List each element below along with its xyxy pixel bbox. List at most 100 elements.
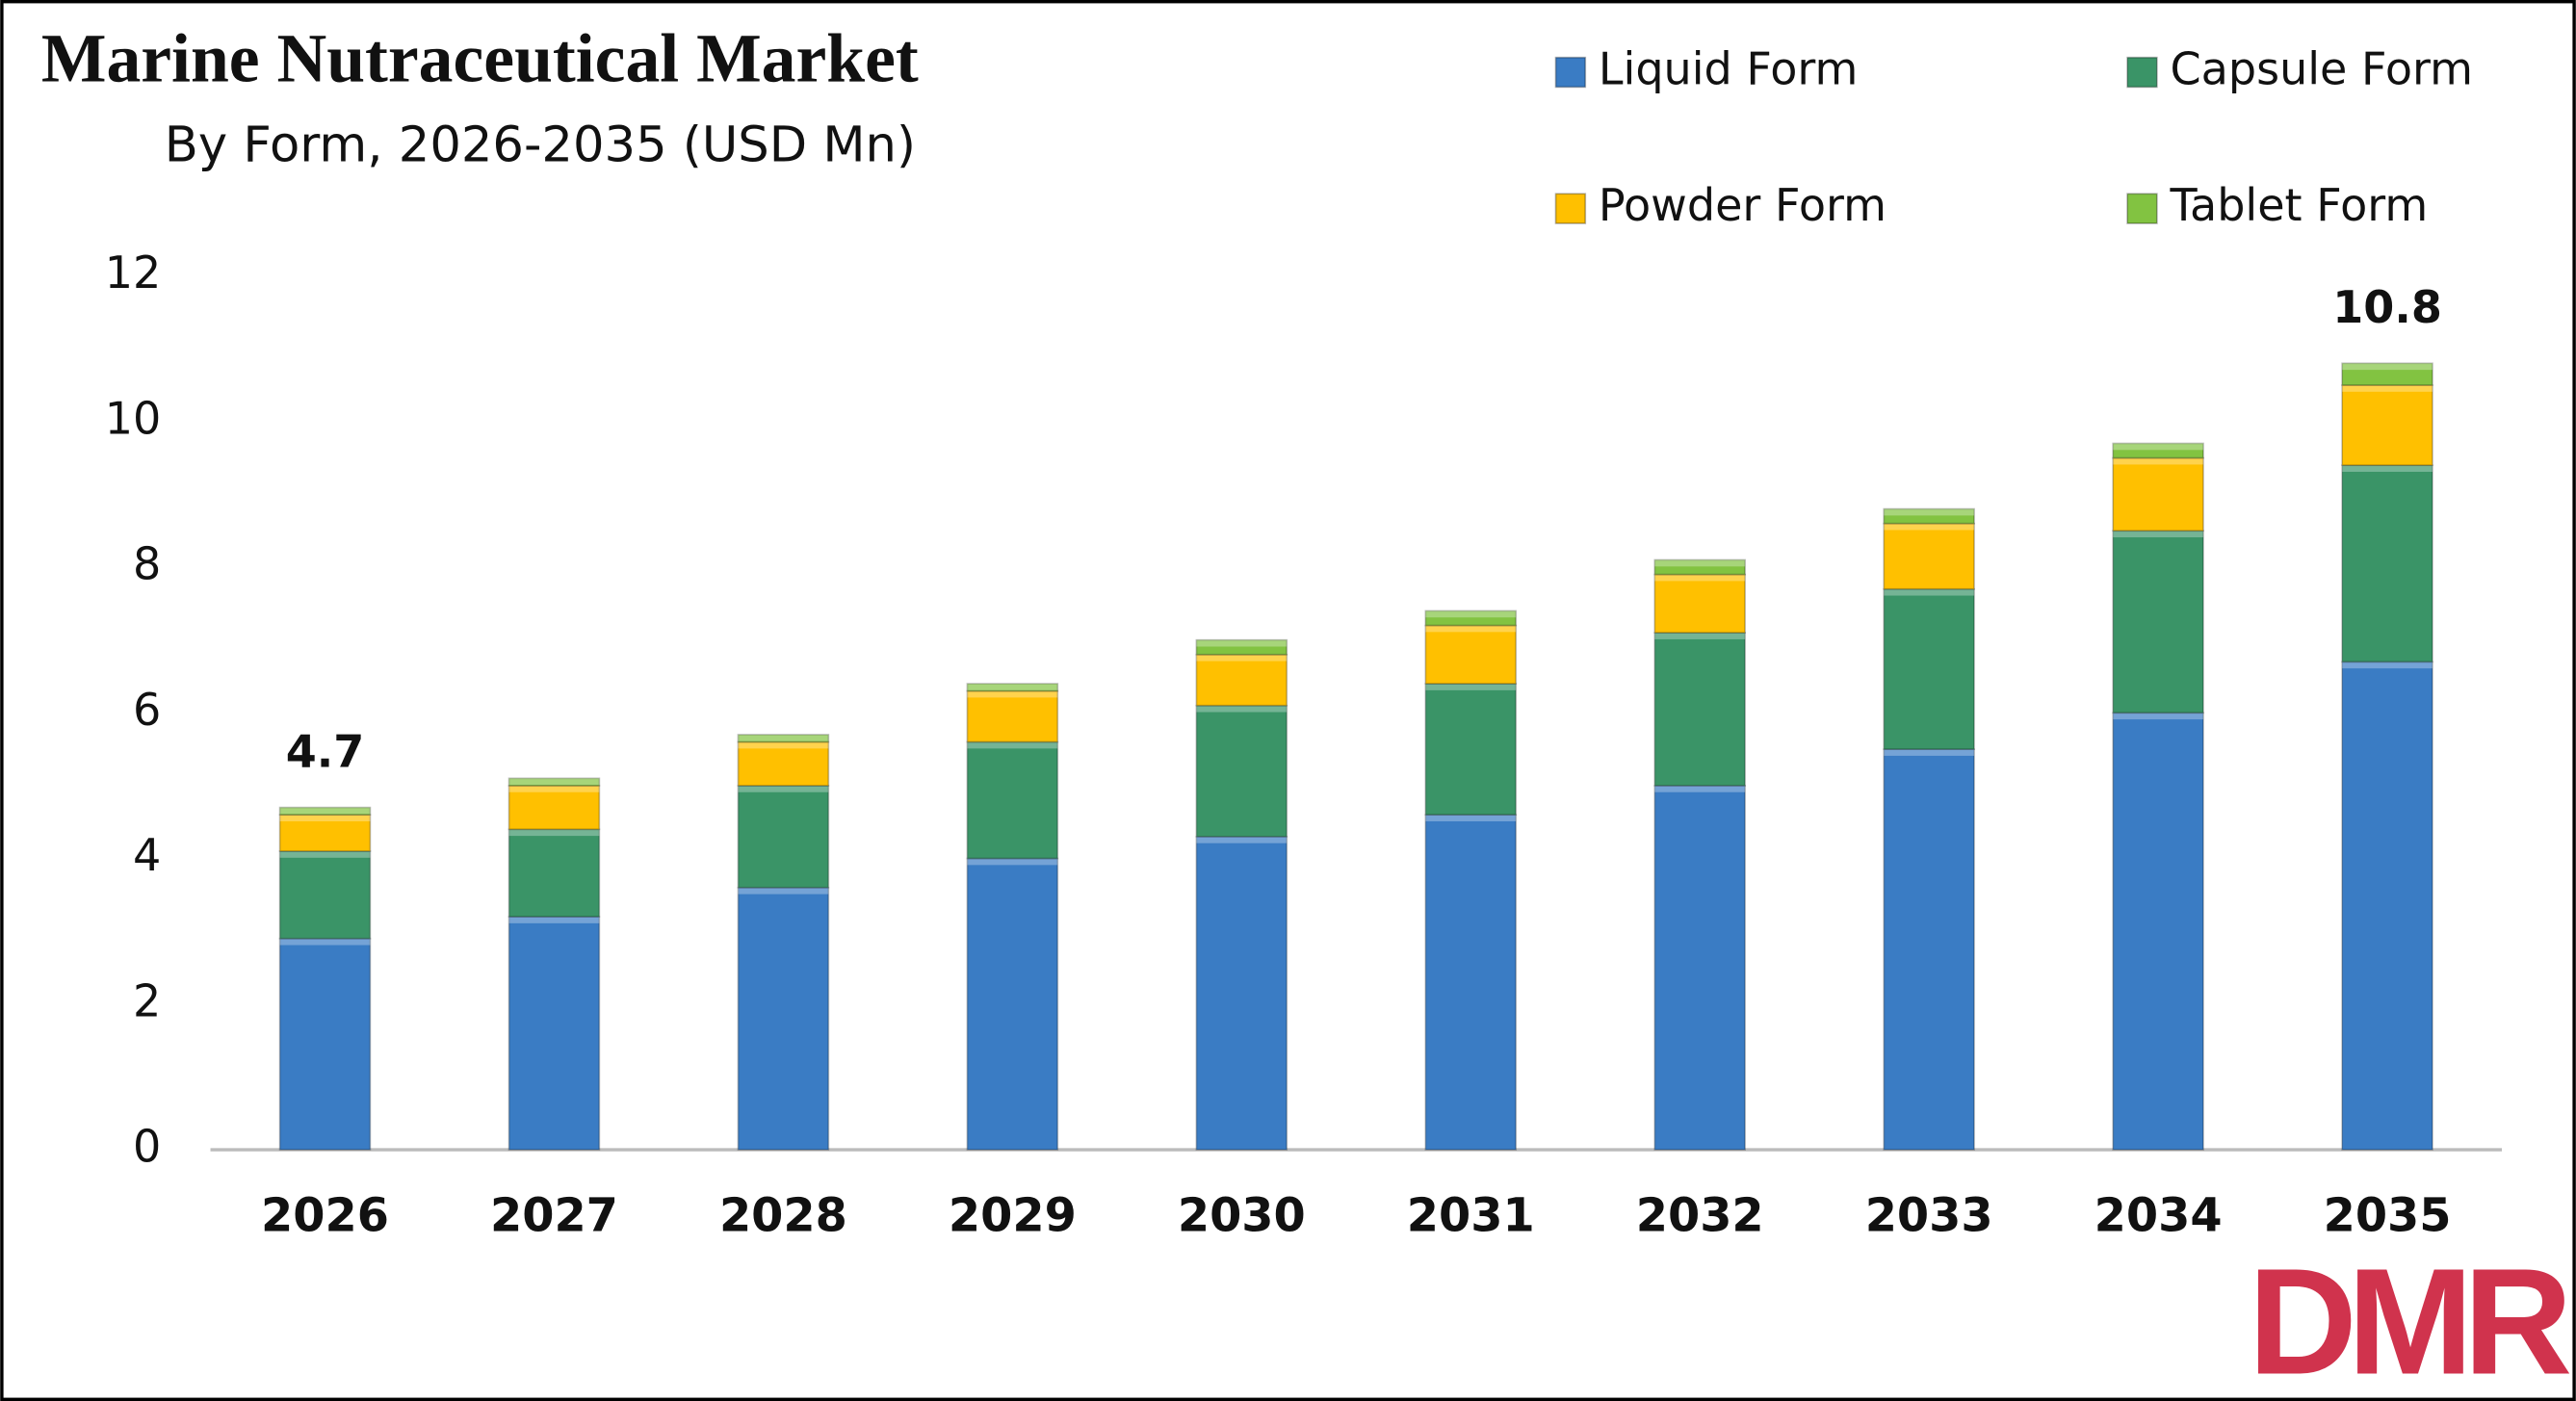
bar-highlight <box>279 938 371 946</box>
bar-highlight <box>738 785 829 792</box>
bar-segment <box>1653 785 1746 1151</box>
bar-segment <box>966 689 1059 743</box>
bar-segment <box>1883 522 1975 590</box>
bar-highlight <box>967 741 1058 749</box>
bar-highlight <box>1884 588 1975 596</box>
bar-segment <box>1195 704 1288 838</box>
bar-segment <box>737 886 830 1151</box>
bar-segment <box>1653 558 1746 576</box>
bar-highlight <box>738 734 829 741</box>
bar-segment <box>1883 507 1975 525</box>
bar-highlight <box>967 690 1058 698</box>
bar-highlight <box>1884 523 1975 531</box>
bar-segment <box>507 777 601 787</box>
bar-highlight <box>508 917 600 923</box>
x-tick-label: 2029 <box>949 1190 1077 1243</box>
bar-highlight <box>1425 815 1517 821</box>
bar-highlight <box>279 850 371 858</box>
bar-segment <box>737 734 830 743</box>
bar-segment <box>1424 624 1518 685</box>
bar-segment <box>966 857 1059 1151</box>
y-tick-label: 0 <box>133 1121 161 1173</box>
x-tick-label: 2027 <box>490 1190 618 1243</box>
bar-highlight <box>1196 639 1288 647</box>
bar-segment <box>1195 653 1288 707</box>
bar-highlight <box>279 815 371 821</box>
bar-highlight <box>508 785 600 792</box>
legend-label: Powder Form <box>1599 179 1886 231</box>
x-tick-label: 2032 <box>1636 1190 1764 1243</box>
bar-segment <box>1424 814 1518 1151</box>
y-tick-label: 6 <box>133 684 161 736</box>
legend-swatch <box>2126 193 2158 224</box>
x-tick-label: 2026 <box>261 1190 389 1243</box>
bar-highlight <box>1654 574 1746 582</box>
bar-segment <box>2341 362 2433 386</box>
bar-segment <box>1424 683 1518 817</box>
bar-highlight <box>1884 508 1975 516</box>
y-tick-label: 8 <box>133 538 161 590</box>
bar-segment <box>2112 456 2204 532</box>
bar-highlight <box>2342 465 2433 473</box>
bar-segment <box>1883 748 1975 1151</box>
bar-segment <box>278 937 372 1151</box>
bar-highlight <box>1196 705 1288 713</box>
bar-segment <box>737 740 830 787</box>
logo: DMR <box>2249 1238 2571 1401</box>
bar-highlight <box>1425 625 1517 633</box>
legend-label: Capsule Form <box>2170 43 2473 95</box>
bar-highlight <box>1196 836 1288 843</box>
bar-highlight <box>1884 749 1975 756</box>
legend-swatch <box>1554 56 1587 89</box>
y-tick-label: 12 <box>105 246 162 298</box>
bar-segment <box>1653 632 1746 787</box>
bar-segment <box>278 850 372 940</box>
chart-title: Marine Nutraceutical Market <box>41 21 919 97</box>
bar-highlight <box>1654 785 1746 792</box>
bar-highlight <box>2342 384 2433 392</box>
bar-segment <box>2112 530 2204 714</box>
bar-highlight <box>508 778 600 786</box>
bar-segment <box>1424 610 1518 627</box>
bar-segment <box>278 806 372 817</box>
x-tick-label: 2035 <box>2324 1190 2452 1243</box>
x-tick-label: 2028 <box>719 1190 847 1243</box>
bar-highlight <box>1425 610 1517 618</box>
x-tick-label: 2030 <box>1178 1190 1306 1243</box>
bar-highlight <box>2113 443 2204 451</box>
bar-segment <box>2112 712 2204 1151</box>
bar-highlight <box>2113 713 2204 720</box>
y-tick-label: 2 <box>133 974 161 1026</box>
bar-highlight <box>738 887 829 895</box>
data-label: 4.7 <box>286 726 365 778</box>
bar-highlight <box>2342 363 2433 371</box>
bar-highlight <box>2113 531 2204 538</box>
bar-highlight <box>738 741 829 749</box>
bar-segment <box>1195 638 1288 656</box>
bar-highlight <box>1196 654 1288 662</box>
bar-highlight <box>1654 633 1746 639</box>
x-tick-label: 2034 <box>2095 1190 2223 1243</box>
legend-label: Tablet Form <box>2169 179 2428 231</box>
bar-segment <box>2341 661 2433 1151</box>
bar-segment <box>737 785 830 889</box>
y-tick-label: 10 <box>105 392 162 444</box>
bar-segment <box>2341 384 2433 467</box>
bar-segment <box>507 916 601 1151</box>
bar-segment <box>966 683 1059 692</box>
bar-highlight <box>967 858 1058 866</box>
bar-highlight <box>967 684 1058 690</box>
bar-segment <box>2112 442 2204 459</box>
bar-segment <box>966 740 1059 860</box>
bar-segment <box>2341 464 2433 663</box>
y-tick-label: 4 <box>133 829 161 881</box>
bar-highlight <box>1425 684 1517 690</box>
bar-highlight <box>2342 662 2433 669</box>
bar-highlight <box>1654 559 1746 567</box>
x-tick-label: 2031 <box>1407 1190 1535 1243</box>
bar-segment <box>278 814 372 852</box>
bar-highlight <box>508 829 600 837</box>
legend-label: Liquid Form <box>1599 43 1859 95</box>
bar-segment <box>1195 835 1288 1151</box>
